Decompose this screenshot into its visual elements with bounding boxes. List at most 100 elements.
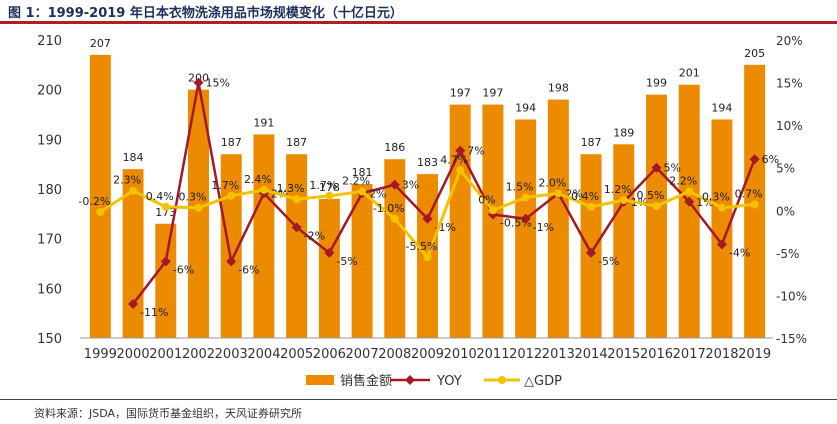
yoy-value-label: -2% [304, 229, 325, 242]
bar [188, 89, 209, 339]
yoy-marker [520, 213, 531, 224]
bar-value-label: 197 [482, 87, 503, 100]
left-axis-tick-label: 150 [37, 332, 62, 347]
legend-swatch-sales [306, 375, 334, 385]
x-axis-tick-label: 2006 [313, 347, 346, 362]
x-axis-tick-label: 2001 [149, 347, 182, 362]
legend-swatch-yoy-marker [405, 375, 415, 385]
right-axis-tick-label: 0% [776, 204, 795, 218]
gdp-marker [456, 166, 465, 175]
bar [613, 144, 635, 338]
x-axis: 1999 2000 2001 2002 2003 2004 2005 2006 2007 2008… [80, 337, 773, 362]
x-axis-tick-label: 2009 [411, 347, 444, 362]
gdp-value-label: 0% [478, 193, 495, 206]
gdp-value-label: 2.4% [244, 173, 272, 186]
gdp-value-label: -5.5% [406, 240, 438, 253]
yoy-marker [586, 247, 597, 258]
bar-value-label: 207 [90, 37, 111, 50]
bar [253, 134, 275, 338]
x-axis-tick-label: 2019 [738, 347, 771, 362]
yoy-marker [160, 256, 171, 267]
right-axis-tick-label: -10% [776, 289, 807, 303]
bar-value-label: 183 [417, 156, 438, 169]
x-axis-tick-label: 2004 [247, 347, 280, 362]
gdp-value-label: -1.0% [373, 202, 405, 215]
yoy-value-label: -1% [533, 221, 554, 234]
gdp-marker [358, 187, 367, 196]
x-axis-tick-label: 2014 [575, 347, 608, 362]
legend-label-gdp: △GDP [524, 374, 562, 389]
bar-value-label: 178 [319, 181, 340, 194]
gdp-value-label: -0.2% [78, 195, 110, 208]
gdp-marker [129, 186, 138, 195]
yoy-value-label: 15% [206, 77, 230, 90]
bar [515, 119, 537, 338]
bar-data-labels: 2071841732001871911871781811861831971971… [90, 37, 765, 219]
gdp-marker [423, 253, 432, 262]
gdp-value-label: 0.4% [571, 190, 599, 203]
title-rule [0, 21, 837, 24]
gdp-marker [161, 202, 170, 211]
chart-svg: 150 160 170 180 190 200 210 -15% -10% -5% 0% 5% 10%… [37, 34, 807, 389]
bar-value-label: 198 [548, 82, 569, 95]
gdp-value-label: 2.2% [669, 175, 697, 188]
yoy-value-label: 6% [762, 153, 779, 166]
bar-value-label: 173 [155, 206, 176, 219]
right-axis-tick-label: 15% [776, 77, 803, 91]
gdp-marker [488, 206, 497, 215]
left-axis-tick-label: 160 [37, 282, 62, 297]
yoy-marker [389, 179, 400, 190]
x-axis-tick-label: 2018 [705, 347, 738, 362]
source-note: 资料来源：JSDA，国际货币基金组织，天风证券研究所 [34, 407, 303, 420]
gdp-value-label: 1.2% [604, 183, 632, 196]
yoy-marker [455, 145, 466, 156]
bar-value-label: 191 [253, 116, 274, 129]
x-axis-tick-label: 2007 [346, 347, 379, 362]
gdp-marker [390, 214, 399, 223]
yoy-value-label: 1% [696, 196, 713, 209]
bar [155, 223, 177, 338]
yoy-value-label: 3% [402, 179, 419, 192]
x-axis-tick-label: 2011 [476, 347, 509, 362]
bar-value-label: 187 [581, 136, 602, 149]
right-axis-tick-label: 5% [776, 162, 795, 176]
bar [547, 99, 569, 338]
gdp-value-label: 2.3% [113, 174, 141, 187]
yoy-line [132, 82, 756, 305]
x-axis-tick-label: 2010 [444, 347, 477, 362]
gdp-marker [717, 203, 726, 212]
yoy-value-label: 5% [664, 162, 681, 175]
right-axis: -15% -10% -5% 0% 5% 10% 15% 20% [776, 34, 807, 346]
left-axis-tick-label: 180 [37, 183, 62, 198]
bar-value-label: 201 [679, 67, 700, 80]
gdp-marker [292, 195, 301, 204]
yoy-marker [422, 213, 433, 224]
x-axis-tick-label: 1999 [84, 347, 117, 362]
gdp-value-label: 2.0% [538, 176, 566, 189]
x-axis-tick-label: 2015 [607, 347, 640, 362]
gdp-marker [587, 202, 596, 211]
gdp-series: -0.2%2.3% 0.4% 0.3% 1.7% 2.4% 1.3% 1.7% 2.2% -1.… [78, 153, 763, 262]
gdp-marker [521, 193, 530, 202]
bar [384, 159, 406, 338]
source-rule [0, 399, 837, 400]
gdp-marker [325, 191, 334, 200]
x-axis-tick-label: 2000 [117, 347, 150, 362]
bar [711, 119, 733, 338]
gdp-value-label: 4.7% [440, 153, 468, 166]
x-axis-tick-label: 2002 [182, 347, 215, 362]
bar-value-label: 189 [613, 126, 634, 139]
left-axis-tick-label: 190 [37, 133, 62, 148]
bar [580, 154, 602, 338]
gdp-marker [750, 200, 759, 209]
gdp-value-label: 0.5% [637, 189, 665, 202]
x-axis-tick-label: 2017 [673, 347, 706, 362]
gdp-marker [194, 203, 203, 212]
x-axis-tick-label: 2013 [542, 347, 575, 362]
chart-title: 图 1：1999-2019 年日本衣物洗涤用品市场规模变化（十亿日元） [8, 6, 403, 21]
gdp-marker [554, 189, 563, 198]
left-axis: 150 160 170 180 190 200 210 [37, 34, 62, 347]
yoy-marker [749, 154, 760, 165]
legend-swatch-gdp-marker [498, 376, 506, 384]
x-axis-tick-label: 2008 [378, 347, 411, 362]
